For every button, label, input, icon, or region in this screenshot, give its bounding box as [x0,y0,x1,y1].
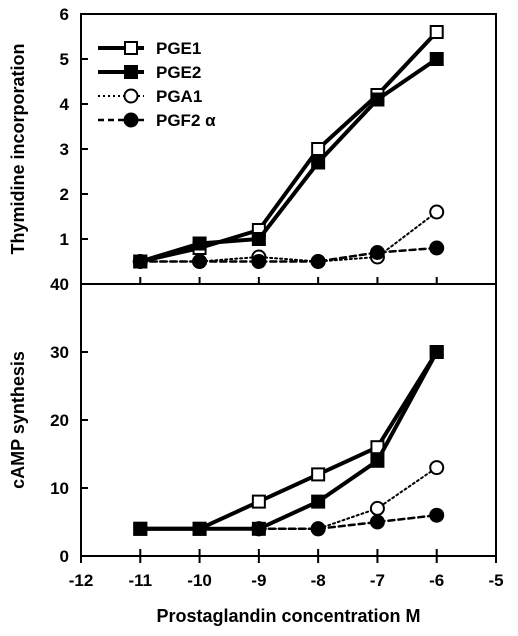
top-ytick-label-5: 5 [60,50,69,69]
bottom-point-pge2-3 [311,494,326,509]
legend-marker-pga1 [123,88,139,104]
bottom-point-pge2-1 [192,521,207,536]
top-ylabel: Thymidine incorporation [8,43,28,254]
top-point-pga1-5 [429,204,445,220]
bottom-ytick-label-20: 20 [50,411,69,430]
xtick-label-6: -6 [429,571,444,590]
xtick-label-9: -9 [251,571,266,590]
xlabel: Prostaglandin concentration M [156,606,420,626]
bottom-point-pge1-3 [311,467,326,482]
top-point-pge2-5 [429,52,444,66]
top-point-pge2-0 [133,254,148,269]
legend-marker-pgf2 [123,112,139,128]
top-point-pgf2-1 [192,254,208,269]
top-ytick-label-2: 2 [60,185,69,204]
legend-label-pgf2: PGF2 α [156,111,216,130]
xtick-label-10: -10 [187,571,212,590]
top-series-line-pga1 [139,211,438,263]
top-point-pge2-4 [370,92,385,107]
top-point-pge1-5 [429,25,444,39]
top-point-pge1-3 [311,142,326,156]
legend-label-pge1: PGE1 [156,39,201,58]
xtick-label-8: -8 [311,571,326,590]
legend-label-pge2: PGE2 [156,63,201,82]
bottom-series-line-pge2 [138,350,439,531]
top-series-line-pgf2 [139,246,438,263]
xtick-label-7: -7 [370,571,385,590]
top-point-pge2-1 [192,236,207,251]
bottom-series-line-pge1 [138,350,439,531]
bottom-point-pga1-2 [369,500,385,516]
bottom-ytick-label-10: 10 [50,479,69,498]
bottom-point-pgf2-3 [429,507,445,523]
bottom-point-pgf2-2 [369,514,385,530]
xtick-label-5: -5 [488,571,503,590]
top-ytick-label-3: 3 [60,140,69,159]
xtick-label-12: -12 [69,571,94,590]
legend-marker-pge2 [124,65,138,79]
bottom-ytick-label-40: 40 [50,275,69,294]
top-point-pgf2-2 [251,254,267,269]
top-ytick-label-4: 4 [60,95,70,114]
top-series-line-pge1 [138,30,439,264]
bottom-ytick-label-30: 30 [50,343,69,362]
top-ytick-label-1: 1 [60,230,69,249]
top-point-pgf2-3 [310,254,326,269]
top-point-pge2-2 [251,232,266,246]
bottom-ytick-label-0: 0 [60,547,69,566]
bottom-point-pgf2-1 [310,521,326,537]
bottom-ylabel: cAMP synthesis [8,351,28,489]
legend-marker-pge1 [124,41,138,55]
top-point-pge2-3 [311,155,326,170]
top-ytick-label-6: 6 [60,5,69,24]
bottom-series-line-pga1 [257,466,438,530]
bottom-point-pga1-3 [429,460,445,476]
bottom-point-pge2-5 [429,345,444,359]
bottom-point-pge2-4 [370,453,385,468]
bottom-point-pge2-0 [133,521,148,536]
top-series-line-pge2 [138,57,439,264]
top-point-pgf2-4 [369,245,385,260]
xtick-label-11: -11 [128,571,152,590]
top-point-pgf2-5 [429,240,445,256]
bottom-point-pge2-2 [251,521,266,536]
bottom-point-pge1-2 [251,494,266,509]
legend-label-pga1: PGA1 [156,87,202,106]
bottom-series-line-pgf2 [257,513,438,531]
